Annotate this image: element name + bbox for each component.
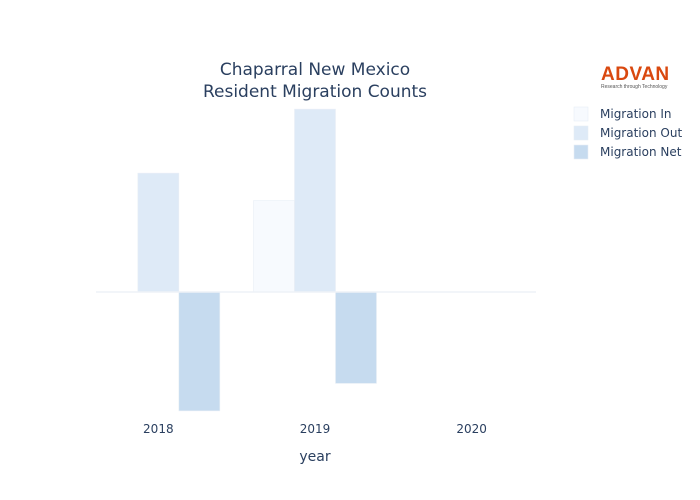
advan-logo: ADVAN Research through Technology xyxy=(601,64,673,94)
logo-tagline: Research through Technology xyxy=(601,84,668,90)
legend-swatch[interactable] xyxy=(573,144,589,160)
bars-group xyxy=(137,108,377,412)
chart-title-line: Chaparral New Mexico xyxy=(220,60,410,80)
x-tick-labels: 2018 2019 2020 xyxy=(143,422,487,436)
bar-migration-in-2019[interactable] xyxy=(253,200,295,293)
legend-swatch[interactable] xyxy=(573,125,589,141)
legend-label[interactable]: Migration In xyxy=(600,107,672,121)
chart-title-line: Resident Migration Counts xyxy=(203,82,427,102)
legend-swatch[interactable] xyxy=(573,106,589,122)
x-tick-label: 2019 xyxy=(300,422,331,436)
x-tick-label: 2018 xyxy=(143,422,174,436)
bar-migration-net-2019[interactable] xyxy=(335,291,377,384)
bar-migration-out-2019[interactable] xyxy=(294,108,336,293)
legend-label[interactable]: Migration Net xyxy=(600,145,682,159)
x-axis-title: year xyxy=(299,449,330,465)
bar-migration-net-2018[interactable] xyxy=(178,291,221,412)
bar-migration-out-2018[interactable] xyxy=(137,172,180,293)
legend: Migration In Migration Out Migration Net xyxy=(573,106,682,160)
logo-word: ADVAN xyxy=(601,64,670,85)
legend-label[interactable]: Migration Out xyxy=(600,126,682,140)
x-tick-label: 2020 xyxy=(456,422,487,436)
